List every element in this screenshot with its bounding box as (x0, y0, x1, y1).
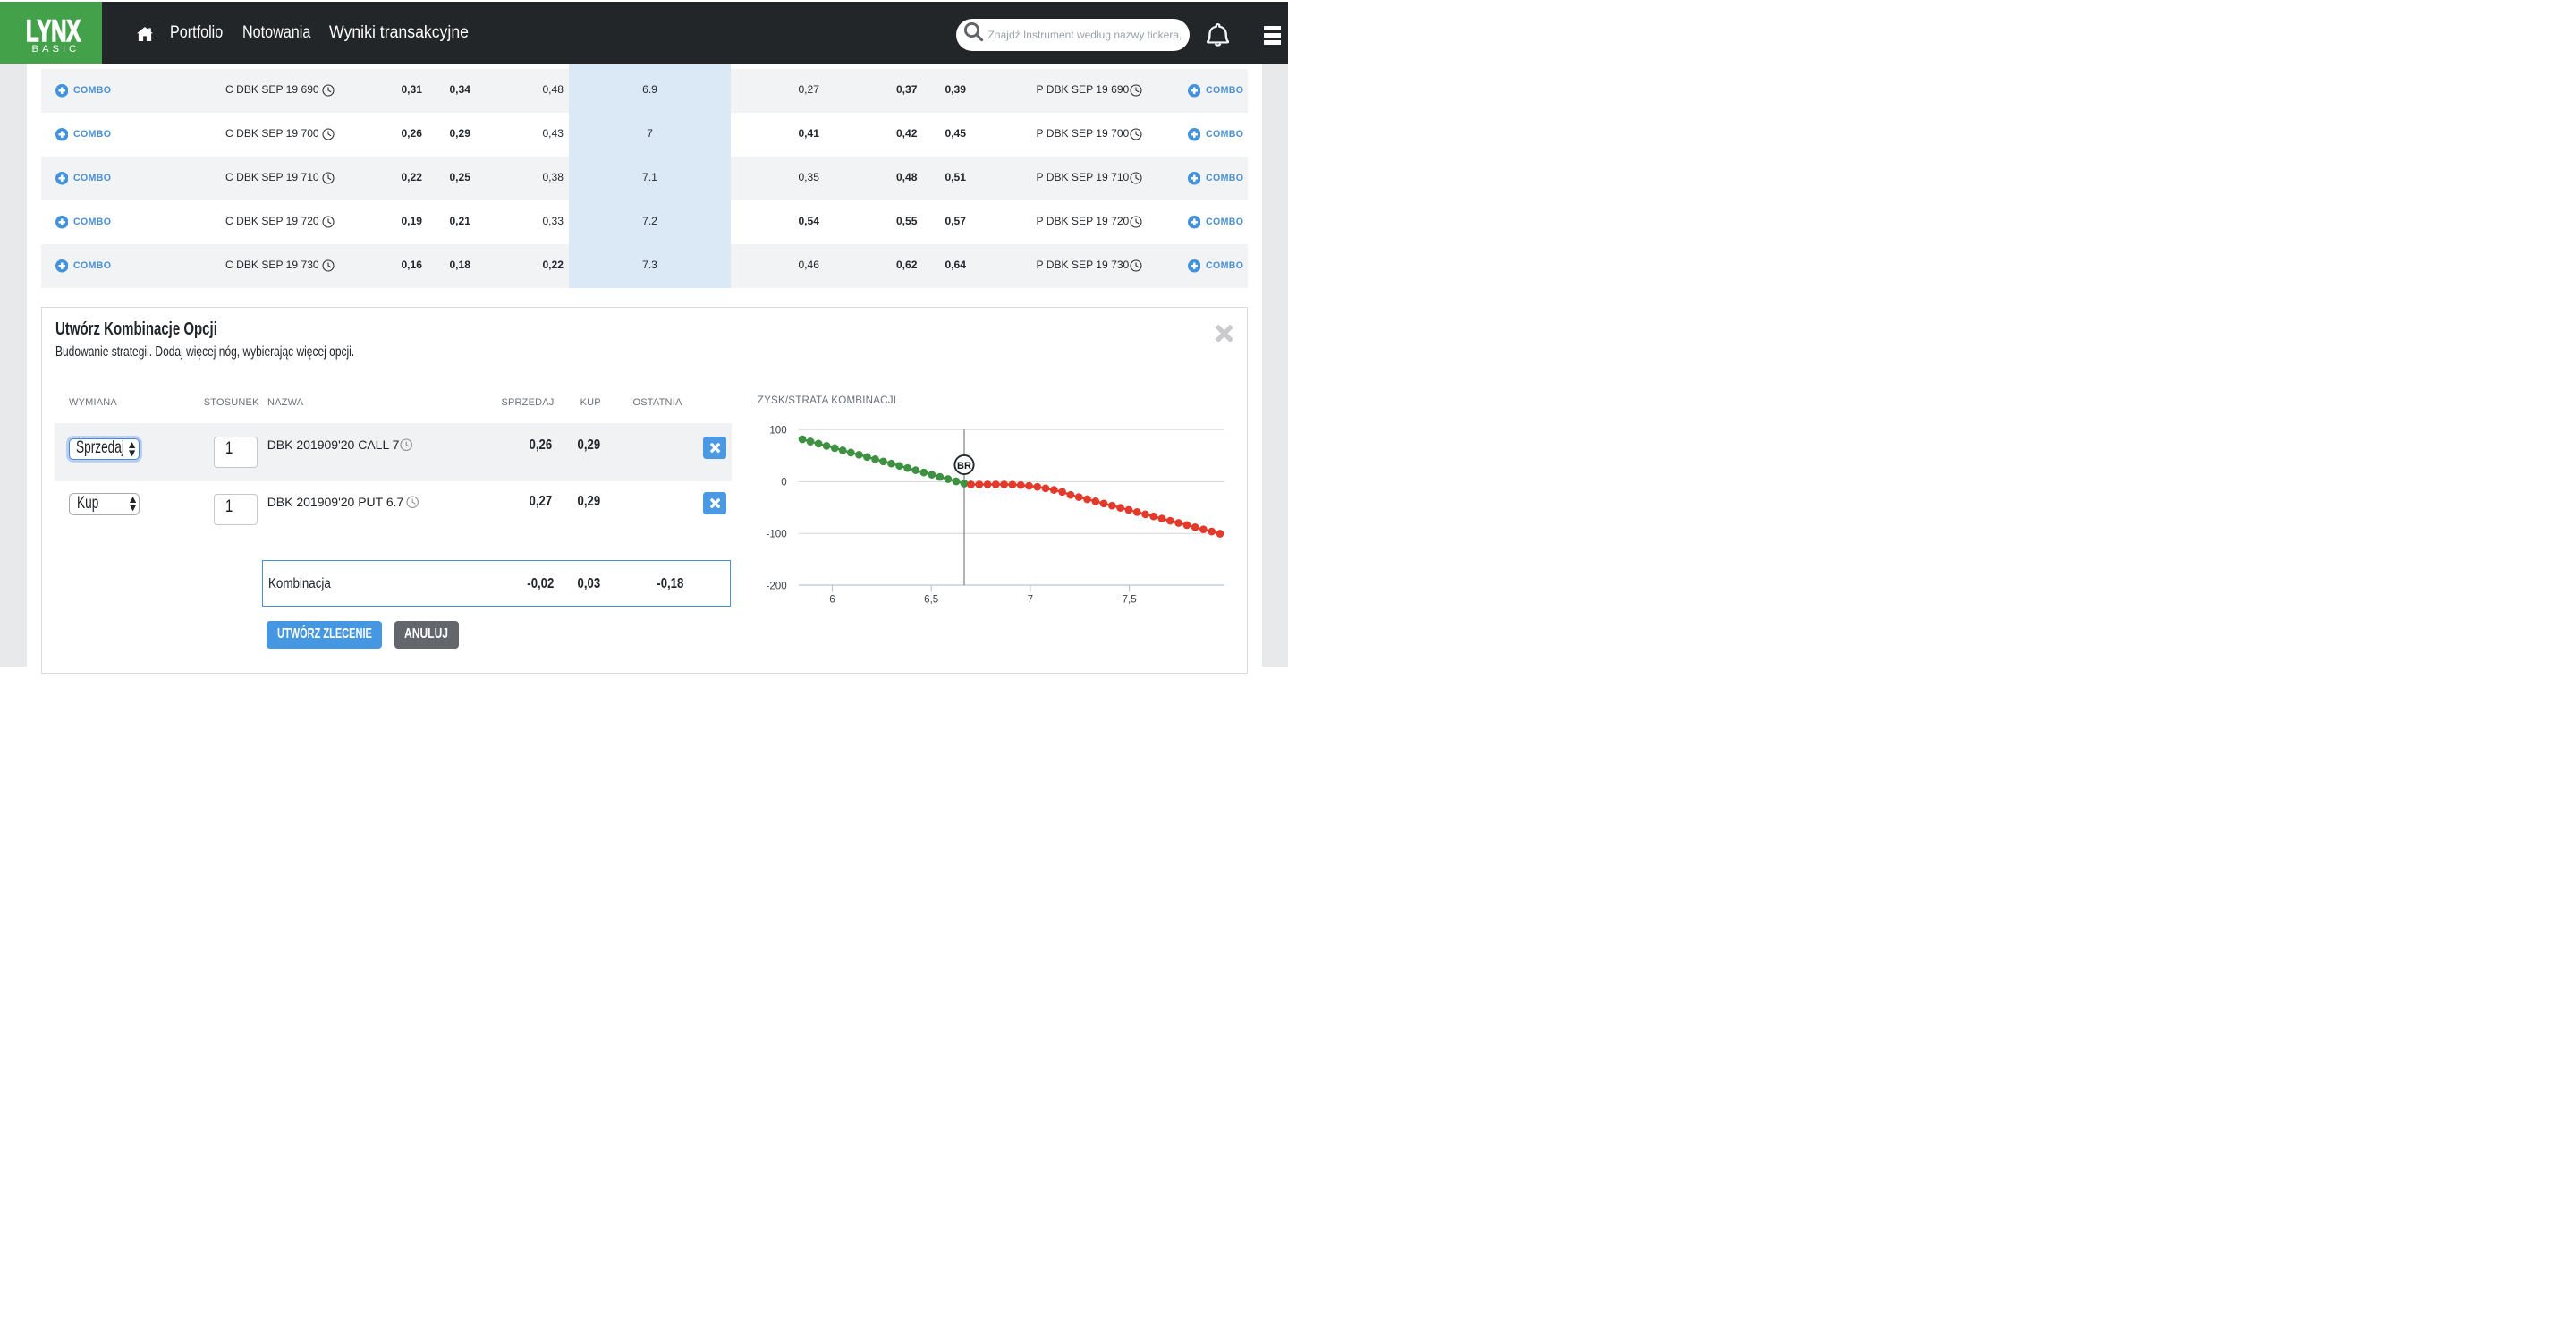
svg-text:-100: -100 (766, 529, 786, 540)
svg-text:0: 0 (781, 477, 786, 488)
svg-text:7,5: 7,5 (1123, 594, 1137, 606)
svg-text:BR: BR (957, 461, 971, 471)
svg-text:6: 6 (829, 594, 835, 606)
svg-text:100: 100 (769, 425, 786, 437)
svg-text:6,5: 6,5 (924, 594, 938, 606)
svg-text:-200: -200 (766, 580, 786, 591)
svg-text:7: 7 (1028, 594, 1033, 606)
